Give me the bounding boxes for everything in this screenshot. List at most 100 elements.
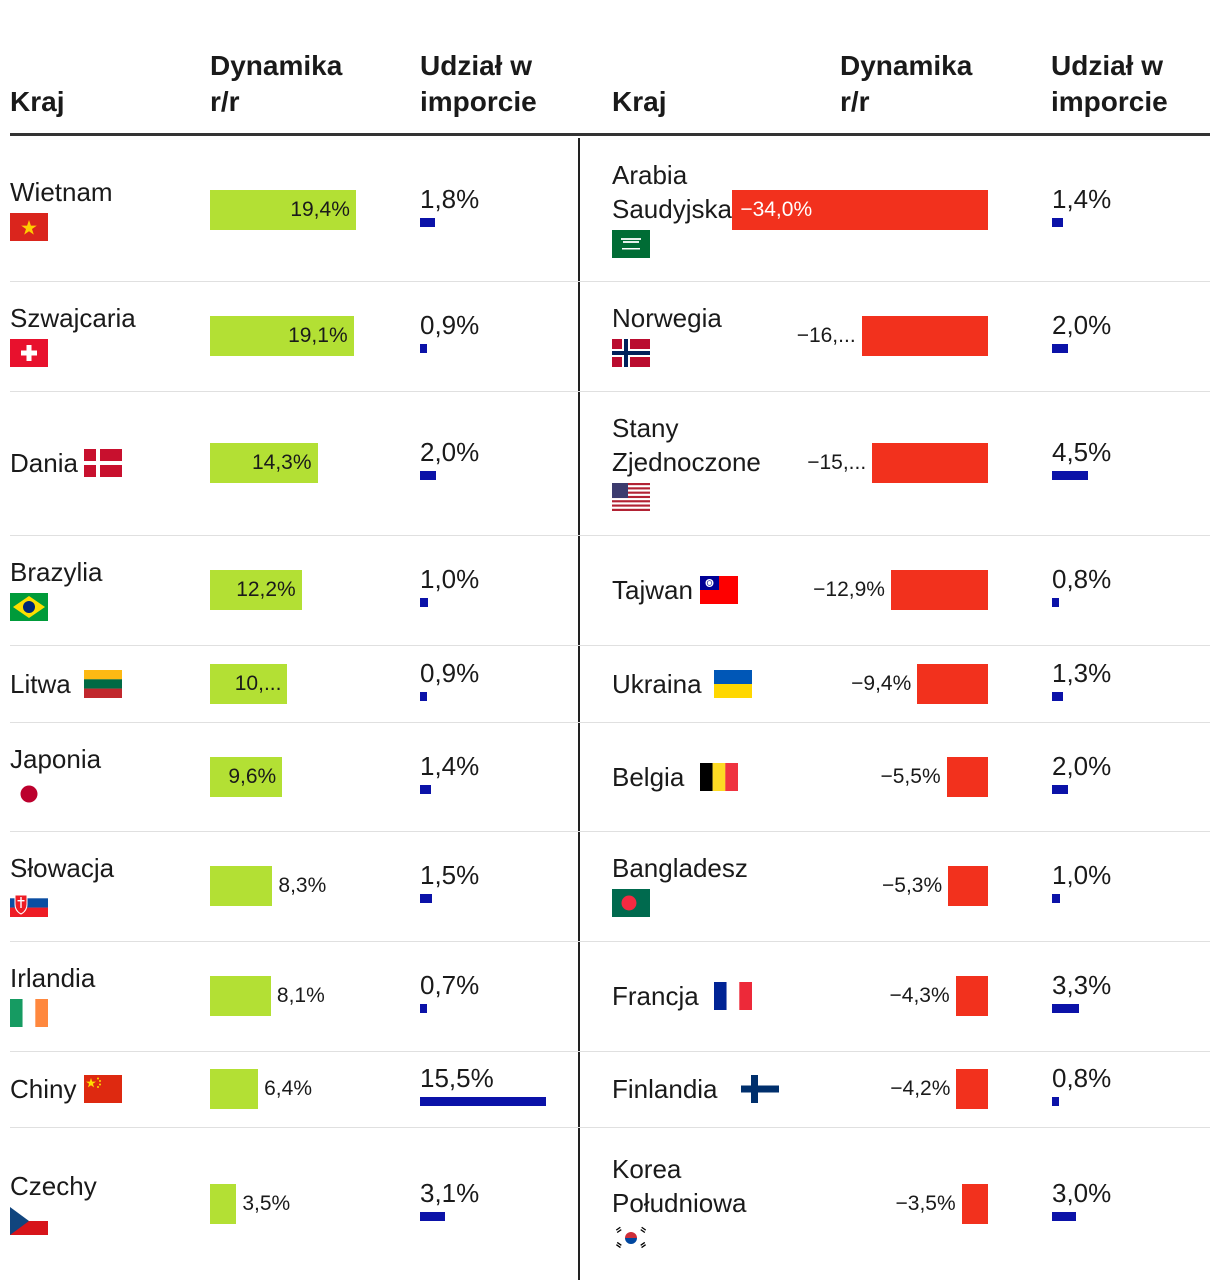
south-korea-flag-graphic	[612, 1223, 650, 1252]
share-bar	[420, 784, 432, 794]
row-separator	[578, 645, 1210, 646]
share-label: 2,0%	[1052, 750, 1112, 781]
header-dynamics: Dynamika r/r	[840, 50, 973, 117]
saudi-arabia-flag-graphic	[612, 229, 650, 258]
share-label: 3,0%	[1052, 1177, 1112, 1208]
norway-flag-graphic	[612, 339, 650, 367]
share-bar	[1052, 894, 1061, 903]
country-name: Norwegia	[612, 303, 722, 333]
dynamics-bar	[955, 976, 988, 1016]
share-label: 2,0%	[1052, 310, 1112, 340]
header-country: Kraj	[612, 86, 667, 117]
denmark-flag	[84, 449, 122, 477]
share-label: 0,9%	[420, 657, 480, 688]
share-bar	[1052, 217, 1064, 227]
share-bar	[1052, 471, 1089, 480]
dynamics-bar	[210, 316, 354, 356]
row-separator	[10, 831, 578, 832]
dynamics-bar	[961, 1183, 988, 1224]
share-bar	[420, 598, 429, 607]
country-name: Szwajcaria	[10, 303, 136, 333]
japan-flag	[10, 779, 48, 808]
ukraine-flag-graphic	[714, 669, 752, 698]
country-name: Ukraina	[612, 668, 702, 699]
share-label: 1,0%	[420, 564, 480, 594]
share-label: 1,4%	[1052, 183, 1112, 214]
dynamics-label: 3,5%	[242, 1191, 291, 1215]
france-flag-graphic	[714, 982, 752, 1010]
ireland-flag	[10, 999, 48, 1027]
row-separator	[578, 722, 1210, 723]
dynamics-label: −5,3%	[882, 874, 943, 897]
share-label: 15,5%	[420, 1063, 494, 1093]
share-bar	[420, 1004, 427, 1013]
norway-flag	[612, 339, 650, 367]
header-country: Kraj	[10, 86, 65, 117]
share-label: 0,8%	[1052, 1063, 1112, 1093]
bangladesh-flag	[612, 889, 650, 917]
left-table: Kraj Dynamika r/r Udział w imporcie Wiet…	[10, 0, 578, 1280]
dynamics-label: 12,2%	[236, 578, 296, 601]
dynamics-label: −34,0%	[740, 197, 813, 221]
dynamics-bar	[946, 756, 988, 797]
share-bar	[420, 1097, 546, 1106]
dynamics-label: 14,3%	[251, 451, 312, 474]
country-name: Irlandia	[10, 963, 96, 993]
share-label: 1,0%	[1052, 860, 1112, 890]
row-separator	[10, 722, 578, 723]
share-bar	[1052, 344, 1069, 353]
share-bar	[1052, 1097, 1059, 1106]
dynamics-bar	[210, 1183, 237, 1224]
usa-flag	[612, 483, 650, 511]
dynamics-label: −15,...	[807, 451, 867, 474]
share-label: 1,3%	[1052, 657, 1112, 688]
header-share: Udział w imporcie	[1051, 50, 1168, 117]
row-separator	[578, 391, 1210, 392]
czechia-flag-graphic	[10, 1206, 48, 1235]
share-label: 2,0%	[420, 437, 480, 467]
dynamics-label: −4,2%	[890, 1077, 951, 1100]
row-separator	[578, 1051, 1210, 1052]
dynamics-bar	[210, 756, 283, 797]
dynamics-label: 8,3%	[278, 874, 327, 897]
right-table: Kraj Dynamika r/r Udział w imporcie Arab…	[578, 0, 1210, 1280]
country-name: Tajwan	[612, 575, 693, 605]
row-separator	[578, 831, 1210, 832]
switzerland-flag-graphic	[10, 339, 48, 367]
share-label: 1,4%	[420, 750, 480, 781]
dynamics-bar	[210, 663, 288, 704]
lithuania-flag	[84, 669, 122, 698]
finland-flag	[741, 1075, 779, 1103]
dynamics-label: −12,9%	[813, 578, 885, 601]
country-name: Francja	[612, 981, 699, 1011]
row-separator	[10, 1051, 578, 1052]
share-bar	[1052, 1211, 1077, 1221]
share-label: 4,5%	[1052, 437, 1112, 467]
column-divider	[578, 138, 580, 1280]
dynamics-label: 9,6%	[228, 764, 277, 788]
south-korea-flag	[612, 1223, 650, 1252]
country-name: Finlandia	[612, 1074, 718, 1104]
china-flag	[84, 1075, 122, 1103]
dynamics-bar	[210, 976, 271, 1016]
country-name: Japonia	[10, 743, 102, 774]
country-name: Bangladesz	[612, 853, 748, 883]
share-label: 3,1%	[420, 1177, 480, 1208]
belgium-flag-graphic	[700, 762, 738, 791]
dynamics-label: 8,1%	[276, 984, 325, 1007]
share-bar	[420, 471, 437, 480]
dynamics-bar	[861, 316, 988, 356]
dynamics-label: −3,5%	[895, 1191, 956, 1215]
share-label: 1,8%	[420, 183, 480, 214]
header-rule	[10, 133, 578, 136]
czechia-flag	[10, 1206, 48, 1235]
country-name: Wietnam	[10, 176, 113, 207]
dynamics-bar	[732, 189, 988, 230]
share-label: 0,9%	[420, 310, 480, 340]
belgium-flag	[700, 762, 738, 791]
share-bar	[420, 217, 435, 227]
country-name: Słowacja	[10, 853, 115, 883]
share-bar	[420, 344, 428, 353]
dynamics-bar	[210, 570, 302, 610]
taiwan-flag	[700, 576, 738, 604]
